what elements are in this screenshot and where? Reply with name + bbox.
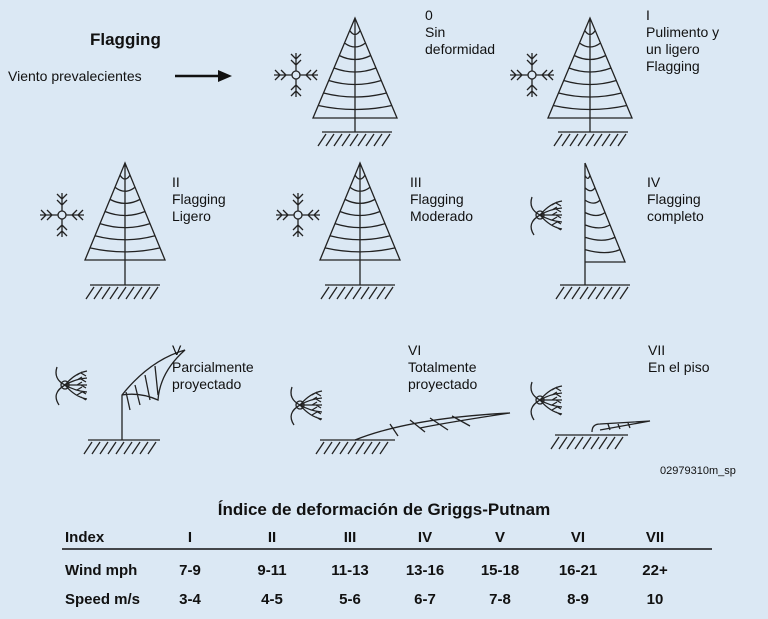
tree (84, 161, 166, 285)
table-cell: 15-18 (481, 562, 519, 579)
table-header: Index (65, 529, 105, 546)
stage-label: Sin (425, 24, 445, 40)
stage-label: proyectado (408, 376, 477, 392)
branch-icon (510, 53, 554, 97)
ground (320, 284, 395, 300)
stage-label: Flagging (647, 191, 701, 207)
branch-icon (530, 381, 563, 421)
table-cell: 3-4 (179, 591, 201, 608)
table-header: V (495, 529, 505, 546)
table-header: VII (646, 529, 664, 546)
stage-label: proyectado (172, 376, 241, 392)
table-cell: Speed m/s (65, 591, 140, 608)
table-cell: 10 (647, 591, 664, 608)
stage-label: VII (648, 342, 665, 358)
branch-icon (274, 53, 318, 97)
stage-label: En el piso (648, 359, 710, 375)
flag-tree (591, 420, 651, 433)
table-cell: 7-9 (179, 562, 201, 579)
table-cell: 4-5 (261, 591, 283, 608)
flag-tree (354, 412, 511, 441)
table-header: I (188, 529, 192, 546)
table-cell: 9-11 (257, 562, 286, 579)
branch-icon (290, 386, 323, 426)
branch-icon (55, 366, 88, 406)
ground (550, 434, 628, 450)
table-cell: 11-13 (331, 562, 369, 579)
ground (555, 284, 630, 300)
ground (83, 439, 160, 455)
stage-label: Pulimento y (646, 24, 719, 40)
table-cell: 16-21 (559, 562, 597, 579)
wind-label: Viento prevalecientes (8, 68, 142, 84)
stage-label: Flagging (646, 58, 700, 74)
ground (315, 439, 395, 455)
tree (584, 162, 626, 285)
table-header: III (344, 529, 357, 546)
table-header: II (268, 529, 276, 546)
table-cell: 7-8 (489, 591, 511, 608)
ground (85, 284, 160, 300)
table-header: IV (418, 529, 432, 546)
stage-label: V (172, 342, 182, 358)
tree (312, 16, 398, 132)
tree (547, 16, 633, 132)
title: Flagging (90, 30, 161, 49)
stage-label: III (410, 174, 422, 190)
table-cell: 13-16 (406, 562, 444, 579)
branch-icon (40, 193, 84, 237)
table-title: Índice de deformación de Griggs-Putnam (218, 500, 551, 519)
figure-code: 02979310m_sp (660, 465, 736, 477)
wind-arrow (175, 70, 232, 82)
table-cell: Wind mph (65, 562, 137, 579)
stage-label: deformidad (425, 41, 495, 57)
stage-label: Ligero (172, 208, 211, 224)
table-header: VI (571, 529, 585, 546)
table-cell: 6-7 (414, 591, 436, 608)
stage-label: Flagging (410, 191, 464, 207)
tree (319, 161, 401, 285)
stage-label: 0 (425, 7, 433, 23)
stage-label: completo (647, 208, 704, 224)
stage-label: II (172, 174, 180, 190)
stage-label: Parcialmente (172, 359, 254, 375)
stage-label: Flagging (172, 191, 226, 207)
flag-tree (121, 349, 186, 440)
stage-label: Moderado (410, 208, 473, 224)
branch-icon (276, 193, 320, 237)
ground (317, 131, 392, 147)
ground (553, 131, 628, 147)
stage-label: VI (408, 342, 421, 358)
stage-label: IV (647, 174, 661, 190)
stage-label: I (646, 7, 650, 23)
table-cell: 8-9 (567, 591, 589, 608)
branch-icon (530, 196, 563, 236)
stage-label: Totalmente (408, 359, 477, 375)
table-cell: 5-6 (339, 591, 361, 608)
table-cell: 22+ (642, 562, 668, 579)
stage-label: un ligero (646, 41, 700, 57)
